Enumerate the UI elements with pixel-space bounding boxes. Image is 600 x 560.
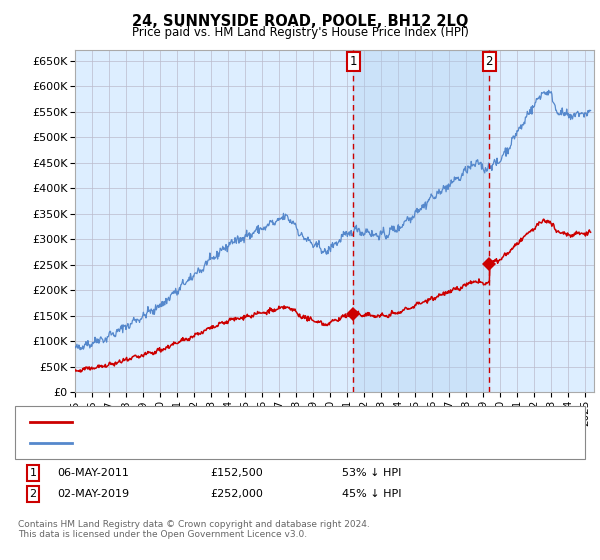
Text: 02-MAY-2019: 02-MAY-2019 — [57, 489, 129, 499]
Text: 1: 1 — [349, 55, 357, 68]
Text: 1: 1 — [29, 468, 37, 478]
Text: 2: 2 — [485, 55, 493, 68]
Text: Price paid vs. HM Land Registry's House Price Index (HPI): Price paid vs. HM Land Registry's House … — [131, 26, 469, 39]
Text: 24, SUNNYSIDE ROAD, POOLE, BH12 2LQ (detached house): 24, SUNNYSIDE ROAD, POOLE, BH12 2LQ (det… — [81, 417, 389, 427]
Text: Contains HM Land Registry data © Crown copyright and database right 2024.
This d: Contains HM Land Registry data © Crown c… — [18, 520, 370, 539]
Text: 24, SUNNYSIDE ROAD, POOLE, BH12 2LQ: 24, SUNNYSIDE ROAD, POOLE, BH12 2LQ — [132, 14, 468, 29]
Text: 2: 2 — [29, 489, 37, 499]
Text: 53% ↓ HPI: 53% ↓ HPI — [342, 468, 401, 478]
Text: £252,000: £252,000 — [210, 489, 263, 499]
Text: £152,500: £152,500 — [210, 468, 263, 478]
Text: 06-MAY-2011: 06-MAY-2011 — [57, 468, 129, 478]
Text: 45% ↓ HPI: 45% ↓ HPI — [342, 489, 401, 499]
Bar — [353, 50, 490, 392]
Text: HPI: Average price, detached house, Bournemouth Christchurch and Poole: HPI: Average price, detached house, Bour… — [81, 438, 469, 448]
